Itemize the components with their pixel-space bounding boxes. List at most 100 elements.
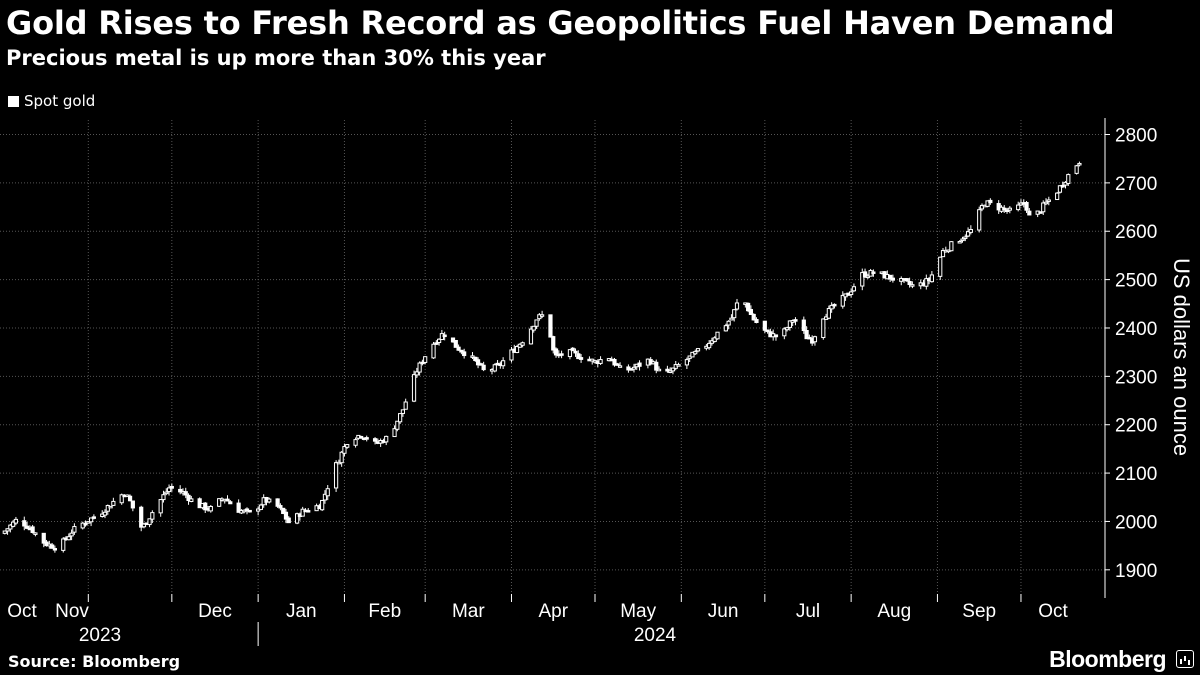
candle-body <box>102 511 108 516</box>
candle-body <box>434 342 439 345</box>
candle-body <box>804 329 809 340</box>
candle-body <box>567 349 573 358</box>
candle-body <box>278 505 283 509</box>
x-tick-label: Oct <box>7 601 37 622</box>
candle-body <box>732 309 737 319</box>
candle-body <box>832 303 837 307</box>
candle-body <box>50 544 55 549</box>
candle-body <box>342 446 347 454</box>
candle-body <box>840 294 845 307</box>
candle-body <box>417 362 422 373</box>
candle-body <box>83 522 88 526</box>
candle-body <box>1060 184 1065 188</box>
candle-body <box>158 499 163 514</box>
x-tick-label: Jan <box>286 601 317 622</box>
x-year-label: 2023 <box>79 625 121 646</box>
candle-body <box>988 199 993 204</box>
candle-body <box>907 281 912 285</box>
candle-body <box>256 508 261 512</box>
candle-body <box>1004 209 1010 213</box>
candle-body <box>141 523 147 528</box>
candle-body <box>320 499 325 511</box>
candle-body <box>1024 202 1029 211</box>
candle-body <box>384 435 389 443</box>
candle-body <box>127 495 133 502</box>
candle-body <box>540 314 545 317</box>
candle-body <box>166 487 172 493</box>
candle-body <box>161 494 166 501</box>
candle-body <box>590 358 595 362</box>
candle-body <box>203 502 208 511</box>
gold-price-chart: 1900 2000 2100 2200 2300 2400 2500 2600 2700 2800… <box>0 118 1194 646</box>
candle-body <box>395 420 400 430</box>
candle-body <box>208 505 213 512</box>
candle-body <box>528 328 534 345</box>
candle-body <box>22 520 27 527</box>
candle-body <box>695 348 701 352</box>
candle-body <box>985 200 990 207</box>
candle-body <box>940 250 946 258</box>
candle-body <box>462 351 467 357</box>
candle-body <box>247 509 252 513</box>
y-tick-label: 2000 <box>1115 512 1157 533</box>
candle-body <box>88 517 94 523</box>
candle-body <box>456 346 461 351</box>
candle-body <box>684 359 689 366</box>
candle-body <box>164 491 169 495</box>
candle-body <box>470 355 475 358</box>
candle-body <box>668 370 673 373</box>
candle-body <box>551 336 556 351</box>
candle-body <box>364 437 369 440</box>
candle-body <box>372 438 378 442</box>
candle-body <box>765 329 770 332</box>
candle-body <box>501 360 506 367</box>
candle-body <box>258 504 264 510</box>
candle-body <box>968 229 973 233</box>
y-tick-label: 2100 <box>1115 464 1157 485</box>
y-tick-label: 2400 <box>1115 319 1157 340</box>
candle-body <box>712 337 717 342</box>
candle-body <box>910 284 915 287</box>
candle-body <box>306 510 311 513</box>
candle-body <box>178 488 183 493</box>
candle-body <box>345 444 350 448</box>
y-tick-label: 2200 <box>1115 416 1157 437</box>
candle-body <box>217 498 222 507</box>
candle-body <box>559 353 564 356</box>
candle-body <box>267 498 272 503</box>
candle-body <box>295 513 300 524</box>
candle-body <box>275 498 280 507</box>
candle-body <box>283 511 289 520</box>
candle-body <box>773 334 779 338</box>
candle-body <box>183 491 188 496</box>
x-tick-label: Oct <box>1038 601 1068 622</box>
candle-body <box>281 507 286 514</box>
candle-body <box>11 521 16 527</box>
candle-body <box>52 548 57 551</box>
candle-body <box>826 307 831 319</box>
candle-body <box>693 351 698 355</box>
candle-body <box>812 336 818 343</box>
source-note: Source: Bloomberg <box>8 652 181 671</box>
candle-body <box>514 346 520 354</box>
candle-body <box>957 241 962 244</box>
candle-body <box>431 343 436 359</box>
candle-body <box>929 274 934 283</box>
candle-body <box>509 349 514 361</box>
x-tick-label: Apr <box>538 601 568 622</box>
candle-body <box>924 278 929 287</box>
candle-body <box>400 409 406 414</box>
y-tick-label: 1900 <box>1115 561 1157 582</box>
candle-body <box>414 371 419 376</box>
candle-body <box>473 356 478 362</box>
candle-body <box>787 320 792 328</box>
candle-body <box>353 439 358 446</box>
candle-body <box>403 401 408 410</box>
candle-body <box>862 271 868 278</box>
candle-body <box>656 368 662 372</box>
candle-body <box>715 331 720 340</box>
candle-body <box>1074 165 1079 174</box>
candle-body <box>865 275 870 279</box>
y-tick-label: 2800 <box>1115 126 1157 147</box>
candle-body <box>888 274 893 280</box>
